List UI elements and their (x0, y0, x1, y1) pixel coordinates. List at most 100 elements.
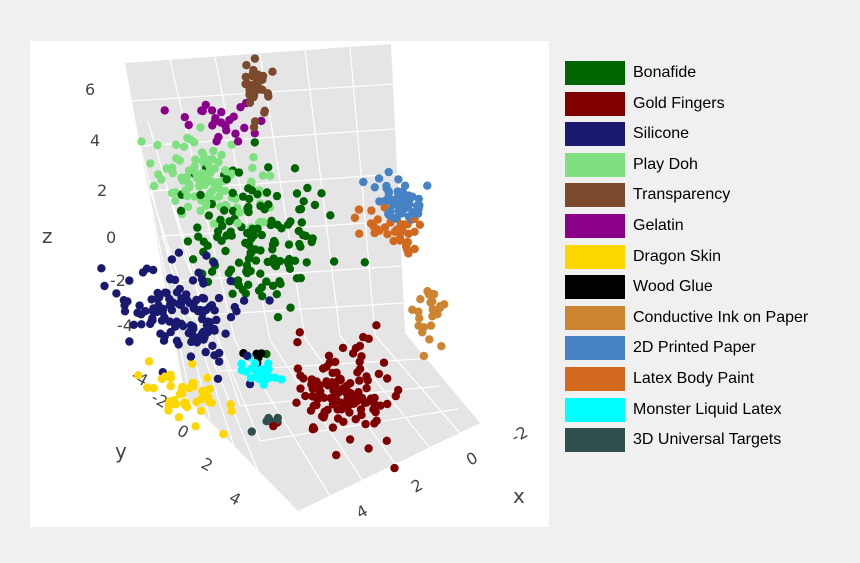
data-point (383, 230, 392, 239)
data-point (165, 294, 174, 304)
data-point (257, 116, 266, 126)
x-tick-label: 0 (463, 448, 481, 470)
data-point (262, 277, 271, 286)
data-point (226, 227, 235, 236)
data-point (196, 206, 205, 216)
data-point (154, 170, 163, 179)
data-point (425, 335, 434, 344)
data-point (174, 413, 184, 422)
data-point (371, 407, 380, 417)
data-point (372, 416, 381, 425)
legend-item[interactable]: 3D Universal Targets (565, 427, 781, 453)
legend-item[interactable]: Transparency (565, 182, 730, 208)
data-point (398, 226, 407, 236)
legend-item[interactable]: Bonafide (565, 60, 696, 86)
data-point (308, 425, 317, 434)
data-point (296, 204, 306, 214)
data-point (243, 351, 252, 360)
data-point (221, 329, 230, 338)
data-point (293, 364, 303, 373)
data-point (179, 142, 189, 151)
data-point (303, 183, 312, 193)
legend-item[interactable]: Wood Glue (565, 274, 713, 300)
legend-item[interactable]: Silicone (565, 121, 689, 147)
data-point (208, 121, 217, 130)
data-point (256, 365, 265, 374)
data-point (384, 167, 393, 177)
data-point (284, 260, 293, 269)
data-point (251, 256, 261, 265)
data-point (159, 336, 169, 345)
data-point (226, 265, 236, 274)
data-point (351, 415, 360, 424)
data-point (382, 184, 391, 193)
data-point (210, 324, 219, 334)
data-point (202, 251, 211, 260)
data-point (257, 283, 266, 292)
data-point (144, 357, 154, 366)
legend-swatch (565, 244, 625, 269)
data-point (356, 405, 366, 414)
data-point (242, 61, 251, 70)
data-point (211, 114, 220, 123)
data-point (383, 374, 392, 383)
data-point (258, 71, 268, 81)
data-point (204, 160, 213, 169)
legend-item[interactable]: Dragon Skin (565, 244, 721, 270)
data-point (428, 297, 437, 306)
legend-item[interactable]: Latex Body Paint (565, 366, 754, 392)
data-point (292, 398, 301, 407)
data-point (233, 137, 243, 146)
data-point (250, 138, 259, 147)
data-point (213, 374, 223, 383)
data-point (258, 171, 268, 180)
data-point (143, 383, 152, 392)
data-point (166, 381, 175, 391)
data-point (396, 236, 405, 245)
data-point (192, 338, 202, 347)
data-point (295, 328, 304, 337)
legend-item[interactable]: Monster Liquid Latex (565, 397, 782, 423)
y-tick-label: 0 (174, 421, 192, 443)
data-point (351, 344, 361, 353)
legend-item[interactable]: Play Doh (565, 152, 698, 178)
data-point (247, 364, 256, 373)
data-point (403, 200, 412, 209)
data-point (177, 387, 186, 397)
data-point (182, 172, 192, 181)
data-point (290, 256, 300, 265)
data-point (183, 202, 193, 211)
data-point (176, 206, 186, 215)
data-point (256, 201, 265, 211)
x-tick-label: 4 (353, 501, 371, 523)
data-point (234, 258, 244, 267)
data-point (370, 393, 379, 403)
data-point (216, 215, 225, 224)
data-point (245, 379, 255, 389)
legend-item[interactable]: 2D Printed Paper (565, 335, 756, 361)
data-point (325, 358, 334, 367)
data-point (204, 392, 213, 402)
data-point (308, 234, 317, 243)
data-point (221, 246, 230, 256)
data-point (241, 238, 250, 248)
data-point (196, 190, 205, 200)
data-point (213, 232, 222, 242)
legend-item[interactable]: Gold Fingers (565, 91, 725, 117)
data-point (362, 398, 371, 407)
data-point (247, 427, 256, 436)
legend-item[interactable]: Gelatin (565, 213, 684, 239)
legend-item[interactable]: Conductive Ink on Paper (565, 305, 808, 331)
data-point (228, 206, 238, 216)
data-point (437, 342, 446, 351)
data-point (275, 277, 284, 286)
data-point (171, 400, 181, 409)
data-point (239, 296, 249, 305)
data-point (264, 163, 273, 172)
data-point (414, 307, 423, 316)
data-point (269, 421, 278, 431)
data-point (251, 245, 260, 254)
data-point (268, 245, 277, 254)
legend-swatch (565, 397, 625, 422)
x-axis-title: x (513, 484, 525, 508)
